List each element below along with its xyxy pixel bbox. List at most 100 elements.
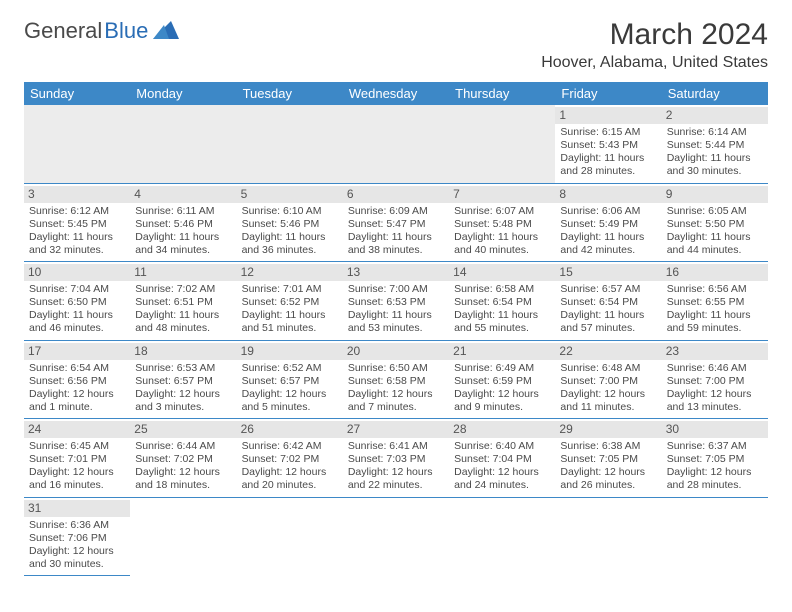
weekday-header-cell: Saturday (662, 82, 768, 105)
sunset-line: Sunset: 6:54 PM (560, 296, 656, 309)
calendar-day-cell: 22 Sunrise: 6:48 AMSunset: 7:00 PMDayligh… (555, 341, 661, 420)
calendar-day-cell: 4Sunrise: 6:11 AMSunset: 5:46 PMDaylight… (130, 184, 236, 263)
sunset-line: Sunset: 6:54 PM (454, 296, 550, 309)
daylight-line: Daylight: 11 hours and 48 minutes. (135, 309, 231, 335)
daylight-line: Daylight: 11 hours and 59 minutes. (667, 309, 763, 335)
day-number: 18 (130, 343, 236, 360)
sunrise-line: Sunrise: 6:10 AM (242, 205, 338, 218)
sunrise-line: Sunrise: 6:54 AM (29, 362, 125, 375)
sunset-line: Sunset: 5:49 PM (560, 218, 656, 231)
sunset-line: Sunset: 7:03 PM (348, 453, 444, 466)
day-number: 12 (237, 264, 343, 281)
weekday-header-cell: Sunday (24, 82, 130, 105)
day-number: 27 (343, 421, 449, 438)
weekday-header-cell: Wednesday (343, 82, 449, 105)
daylight-line: Daylight: 12 hours and 5 minutes. (242, 388, 338, 414)
calendar-day-cell: 6Sunrise: 6:09 AMSunset: 5:47 PMDaylight… (343, 184, 449, 263)
sunset-line: Sunset: 7:06 PM (29, 532, 125, 545)
sunset-line: Sunset: 6:50 PM (29, 296, 125, 309)
sunrise-line: Sunrise: 6:37 AM (667, 440, 763, 453)
sunrise-line: Sunrise: 6:36 AM (29, 519, 125, 532)
sunrise-line: Sunrise: 6:07 AM (454, 205, 550, 218)
calendar-day-cell: 15Sunrise: 6:57 AMSunset: 6:54 PMDayligh… (555, 262, 661, 341)
sunset-line: Sunset: 7:00 PM (560, 375, 656, 388)
calendar-empty-cell (343, 105, 449, 184)
sunrise-line: Sunrise: 6:12 AM (29, 205, 125, 218)
sunset-line: Sunset: 6:58 PM (348, 375, 444, 388)
sunrise-line: Sunrise: 6:50 AM (348, 362, 444, 375)
sunset-line: Sunset: 6:57 PM (135, 375, 231, 388)
calendar-empty-cell (237, 105, 343, 184)
sunrise-line: Sunrise: 6:56 AM (667, 283, 763, 296)
day-number: 22 (555, 343, 661, 360)
day-number: 8 (555, 186, 661, 203)
logo-text-blue: Blue (104, 18, 148, 44)
sunset-line: Sunset: 6:59 PM (454, 375, 550, 388)
sunrise-line: Sunrise: 6:49 AM (454, 362, 550, 375)
calendar-day-cell: 26Sunrise: 6:42 AMSunset: 7:02 PMDayligh… (237, 419, 343, 498)
day-number: 7 (449, 186, 555, 203)
day-number: 9 (662, 186, 768, 203)
sunrise-line: Sunrise: 6:52 AM (242, 362, 338, 375)
daylight-line: Daylight: 12 hours and 28 minutes. (667, 466, 763, 492)
month-title: March 2024 (541, 18, 768, 52)
calendar-day-cell: 9Sunrise: 6:05 AMSunset: 5:50 PMDaylight… (662, 184, 768, 263)
daylight-line: Daylight: 12 hours and 13 minutes. (667, 388, 763, 414)
calendar-day-cell: 24Sunrise: 6:45 AMSunset: 7:01 PMDayligh… (24, 419, 130, 498)
weekday-header-cell: Monday (130, 82, 236, 105)
header: GeneralBlue March 2024 Hoover, Alabama, … (24, 18, 768, 76)
sunset-line: Sunset: 7:00 PM (667, 375, 763, 388)
calendar-weekday-header: SundayMondayTuesdayWednesdayThursdayFrid… (24, 82, 768, 105)
calendar-day-cell: 31Sunrise: 6:36 AMSunset: 7:06 PMDayligh… (24, 498, 130, 577)
sunrise-line: Sunrise: 6:42 AM (242, 440, 338, 453)
calendar-day-cell: 30Sunrise: 6:37 AMSunset: 7:05 PMDayligh… (662, 419, 768, 498)
daylight-line: Daylight: 11 hours and 55 minutes. (454, 309, 550, 335)
calendar-day-cell: 19Sunrise: 6:52 AMSunset: 6:57 PMDayligh… (237, 341, 343, 420)
sunset-line: Sunset: 6:56 PM (29, 375, 125, 388)
daylight-line: Daylight: 12 hours and 11 minutes. (560, 388, 656, 414)
sunrise-line: Sunrise: 6:41 AM (348, 440, 444, 453)
day-number: 16 (662, 264, 768, 281)
daylight-line: Daylight: 11 hours and 38 minutes. (348, 231, 444, 257)
calendar-day-cell: 2Sunrise: 6:14 AMSunset: 5:44 PMDaylight… (662, 105, 768, 184)
sunset-line: Sunset: 7:01 PM (29, 453, 125, 466)
location-text: Hoover, Alabama, United States (541, 54, 768, 72)
calendar-day-cell: 20Sunrise: 6:50 AMSunset: 6:58 PMDayligh… (343, 341, 449, 420)
sunrise-line: Sunrise: 6:53 AM (135, 362, 231, 375)
daylight-line: Daylight: 12 hours and 1 minute. (29, 388, 125, 414)
daylight-line: Daylight: 11 hours and 51 minutes. (242, 309, 338, 335)
day-number: 26 (237, 421, 343, 438)
sunrise-line: Sunrise: 6:48 AM (560, 362, 656, 375)
sunset-line: Sunset: 7:05 PM (667, 453, 763, 466)
calendar-empty-cell (449, 105, 555, 184)
sunrise-line: Sunrise: 7:04 AM (29, 283, 125, 296)
calendar-day-cell: 7Sunrise: 6:07 AMSunset: 5:48 PMDaylight… (449, 184, 555, 263)
daylight-line: Daylight: 12 hours and 7 minutes. (348, 388, 444, 414)
calendar-day-cell: 5Sunrise: 6:10 AMSunset: 5:46 PMDaylight… (237, 184, 343, 263)
sunset-line: Sunset: 7:05 PM (560, 453, 656, 466)
sunset-line: Sunset: 5:43 PM (560, 139, 656, 152)
calendar-day-cell: 18Sunrise: 6:53 AMSunset: 6:57 PMDayligh… (130, 341, 236, 420)
day-number: 3 (24, 186, 130, 203)
day-number: 23 (662, 343, 768, 360)
calendar-day-cell: 8Sunrise: 6:06 AMSunset: 5:49 PMDaylight… (555, 184, 661, 263)
calendar-day-cell: 12Sunrise: 7:01 AMSunset: 6:52 PMDayligh… (237, 262, 343, 341)
sunrise-line: Sunrise: 6:45 AM (29, 440, 125, 453)
day-number: 14 (449, 264, 555, 281)
daylight-line: Daylight: 12 hours and 22 minutes. (348, 466, 444, 492)
weekday-header-cell: Tuesday (237, 82, 343, 105)
title-block: March 2024 Hoover, Alabama, United State… (541, 18, 768, 76)
daylight-line: Daylight: 11 hours and 42 minutes. (560, 231, 656, 257)
weekday-header-cell: Friday (555, 82, 661, 105)
daylight-line: Daylight: 11 hours and 44 minutes. (667, 231, 763, 257)
calendar-day-cell: 21Sunrise: 6:49 AMSunset: 6:59 PMDayligh… (449, 341, 555, 420)
sunset-line: Sunset: 7:02 PM (242, 453, 338, 466)
calendar-day-cell: 16Sunrise: 6:56 AMSunset: 6:55 PMDayligh… (662, 262, 768, 341)
logo: GeneralBlue (24, 18, 179, 44)
day-number: 31 (24, 500, 130, 517)
sunset-line: Sunset: 5:48 PM (454, 218, 550, 231)
weekday-header-cell: Thursday (449, 82, 555, 105)
daylight-line: Daylight: 11 hours and 28 minutes. (560, 152, 656, 178)
day-number: 6 (343, 186, 449, 203)
calendar-day-cell: 29Sunrise: 6:38 AMSunset: 7:05 PMDayligh… (555, 419, 661, 498)
